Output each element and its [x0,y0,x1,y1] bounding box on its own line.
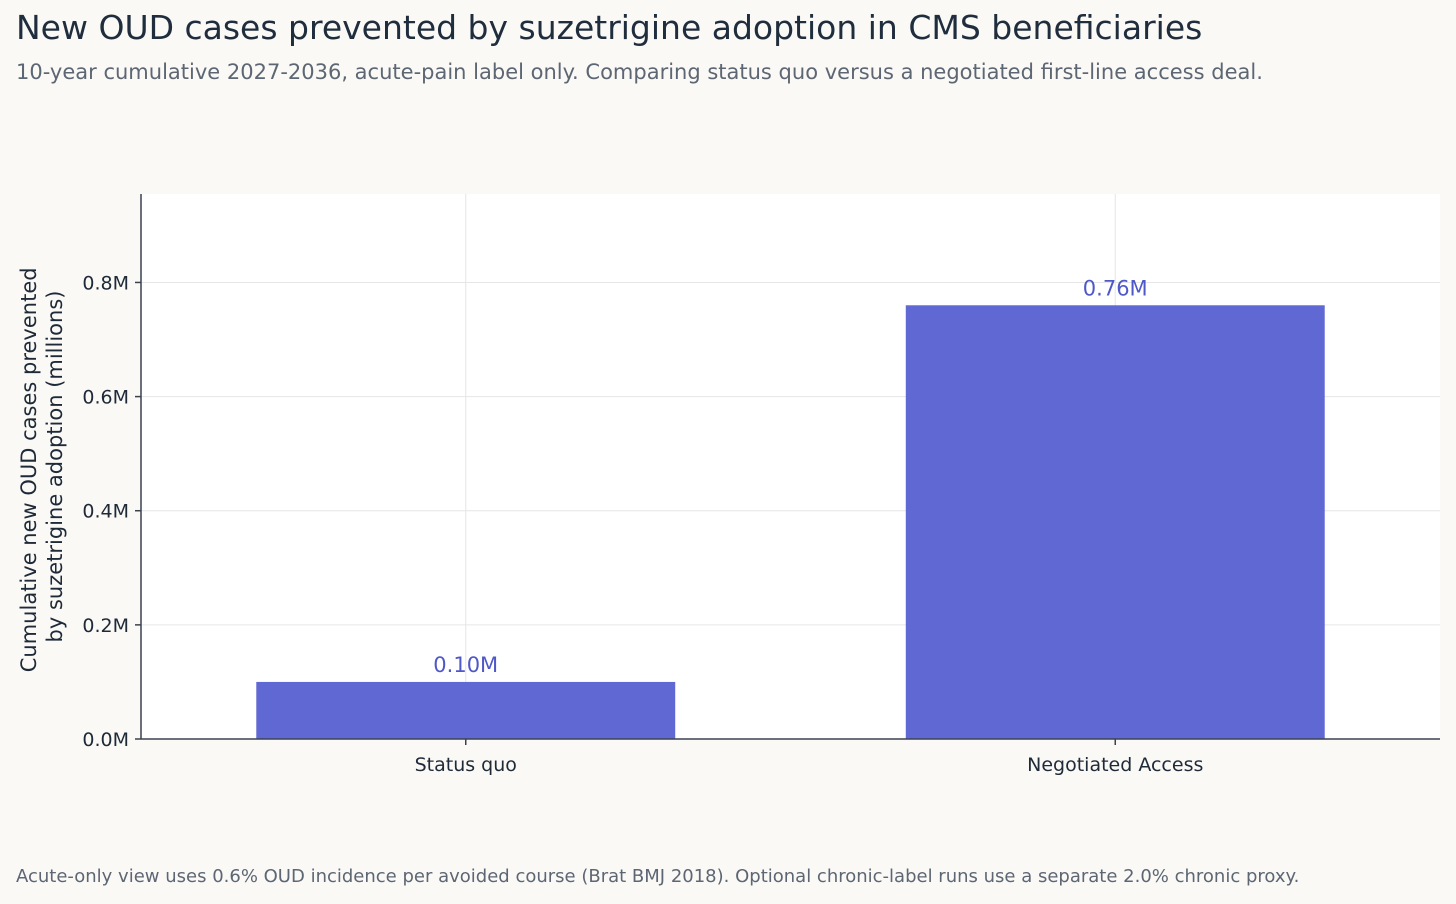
bar-negotiated-access[interactable] [905,305,1325,739]
y-axis-title-line-1: Cumulative new OUD cases prevented [17,267,41,672]
y-axis-title-line-2: by suzetrigine adoption (millions) [43,291,67,643]
chart-subtitle: 10-year cumulative 2027-2036, acute-pain… [16,60,1263,84]
y-tick-label: 0.0M [82,729,129,751]
chart-title: New OUD cases prevented by suzetrigine a… [16,8,1203,47]
axes [135,194,1440,745]
y-tick-label: 0.6M [82,387,129,409]
y-tick-label: 0.2M [82,615,129,637]
y-tick-label: 0.8M [82,272,129,294]
y-tick-label: 0.4M [82,501,129,523]
x-tick-label: Negotiated Access [1027,754,1203,776]
x-tick-label: Status quo [415,754,517,776]
y-axis-title: Cumulative new OUD cases prevented by su… [17,261,67,673]
data-label: 0.76M [1083,276,1148,300]
footnote: Acute-only view uses 0.6% OUD incidence … [16,866,1300,887]
data-label: 0.10M [433,653,498,677]
bar-status-quo[interactable] [256,681,676,739]
bars [256,305,1325,739]
labels: 0.10M 0.76M 0.0M 0.2M 0.4M 0.6M 0.8M Status quo… [82,272,1203,776]
